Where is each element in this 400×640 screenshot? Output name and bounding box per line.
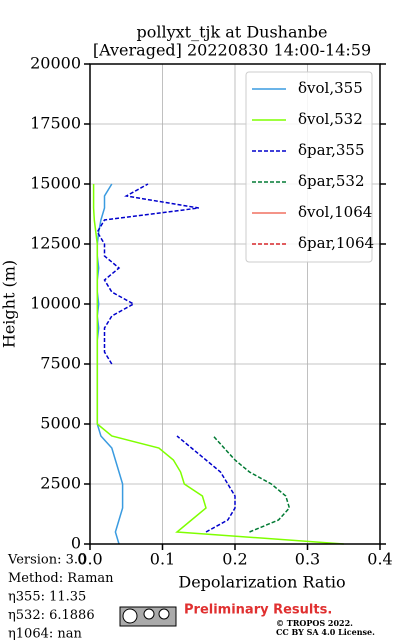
y-tick-label: 20000 [30, 54, 81, 73]
legend-label: δpar,355 [298, 141, 365, 159]
profile-line [92, 184, 344, 545]
footer-text: η532: 6.1886 [8, 608, 95, 623]
footer-text: η1064: nan [8, 627, 83, 640]
y-tick-label: 17500 [30, 114, 81, 133]
legend-label: δvol,532 [298, 110, 363, 128]
legend-label: δpar,1064 [298, 234, 374, 252]
license: © TROPOS 2022. [276, 618, 353, 628]
footer-text: Version: 3.0 [7, 553, 86, 568]
legend-label: δvol,1064 [298, 203, 372, 221]
plot-frame [89, 63, 381, 545]
legend-label: δpar,532 [298, 172, 365, 190]
x-tick-label: 0.2 [222, 550, 247, 569]
cc-logo [119, 606, 177, 627]
footer-text: η355: 11.35 [8, 590, 86, 605]
chart-title: pollyxt_tjk at Dushanbe [136, 23, 327, 42]
x-tick-label: 0.0 [77, 550, 102, 569]
legend-label: δvol,355 [298, 79, 363, 97]
x-tick-label: 0.4 [367, 550, 392, 569]
license: CC BY SA 4.0 License. [276, 627, 375, 637]
profile-line [212, 435, 291, 533]
y-tick-label: 15000 [30, 174, 81, 193]
x-axis-label: Depolarization Ratio [178, 573, 345, 592]
y-tick-label: 12500 [30, 234, 81, 253]
profile-line [176, 435, 236, 533]
x-tick-label: 0.1 [150, 550, 175, 569]
profile-line [96, 183, 199, 365]
y-tick-label: 7500 [40, 354, 81, 373]
chart-subtitle: [Averaged] 20220830 14:00-14:59 [93, 41, 371, 60]
y-axis-label: Height (m) [0, 260, 19, 348]
x-tick-label: 0.3 [295, 550, 320, 569]
y-tick-label: 0 [71, 534, 81, 553]
y-tick-label: 10000 [30, 294, 81, 313]
stamp: Preliminary Results. [184, 603, 332, 618]
y-tick-label: 2500 [40, 474, 81, 493]
y-tick-label: 5000 [40, 414, 81, 433]
footer-text: Method: Raman [8, 571, 114, 586]
